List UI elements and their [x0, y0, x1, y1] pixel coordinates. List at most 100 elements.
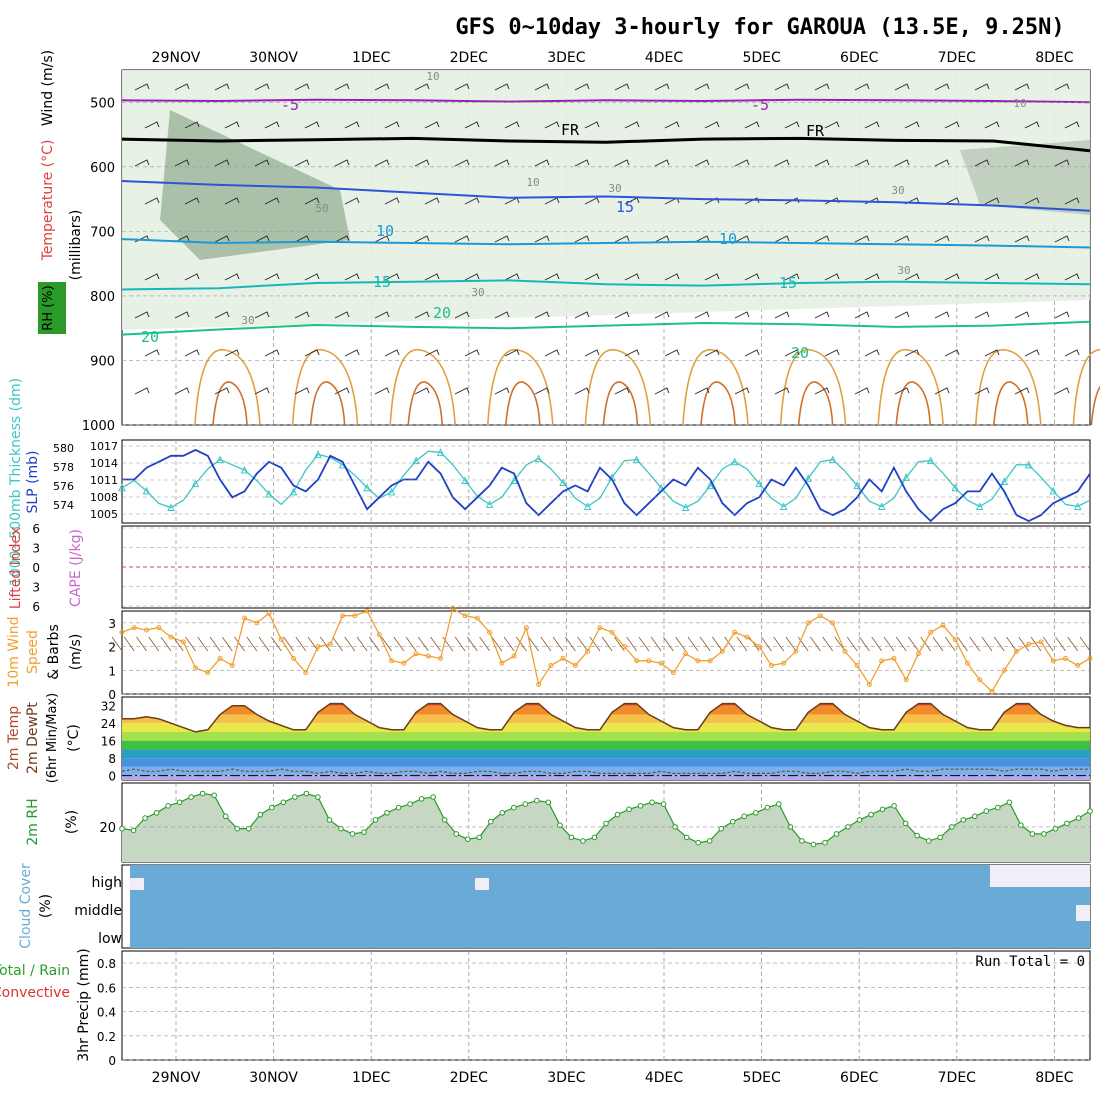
wind-barb [464, 197, 480, 205]
thickness-tick: 578 [53, 461, 74, 474]
wind-speed-point [768, 663, 774, 669]
li-tick: 6 [32, 522, 40, 536]
wind-barb-10m [761, 636, 772, 652]
axis-label-speed: Speed [25, 630, 41, 674]
rh-point [338, 825, 344, 832]
temp-contour-25 [584, 349, 652, 426]
wind-barb [224, 273, 240, 281]
axis-label-cloud: Cloud Cover [18, 863, 34, 949]
wind-barb [854, 83, 870, 91]
wind-barb [414, 159, 430, 167]
temp-band [122, 731, 1090, 741]
isotherm-label: 15 [779, 274, 797, 292]
thickness-point [1000, 477, 1009, 485]
precip-tick: 0.2 [97, 1030, 116, 1044]
wind-barb [1054, 387, 1070, 395]
wind-barb-10m [957, 636, 968, 652]
wind-barb-10m [368, 636, 380, 652]
axis-label-lifted-index: Lifted Index [8, 527, 24, 609]
rh-point [534, 797, 540, 804]
wind-barb-10m [283, 636, 294, 652]
rh-point [165, 803, 171, 809]
wind-barb [304, 121, 320, 129]
temp-contour-25 [194, 349, 261, 426]
wind-speed-point [193, 665, 199, 671]
wind-barb [294, 387, 310, 395]
wind-barb [464, 273, 480, 281]
wind-barb [984, 197, 1000, 205]
wind-speed-point [597, 625, 603, 631]
wind-barb [424, 349, 440, 357]
temp-contour-30 [700, 381, 736, 426]
rh-point [487, 818, 494, 825]
wind-speed-point [327, 641, 333, 647]
date-label-top: 4DEC [645, 50, 684, 66]
date-axis-top: 29NOV 30NOV 1DEC 2DEC 3DEC 4DEC 5DEC 6DEC 7DEC 8D… [152, 50, 1074, 66]
rh-legend-swatch [38, 282, 66, 334]
wind-barb [944, 273, 960, 281]
pressure-tick: 600 [90, 161, 115, 176]
pressure-tick: 900 [90, 354, 115, 369]
date-label-bottom: 7DEC [938, 1070, 977, 1086]
wind-barb [824, 349, 840, 357]
isotherm-label: 10 [719, 230, 737, 248]
wind-barb [214, 83, 230, 91]
wind-barb [814, 159, 830, 167]
temp-contour-25 [877, 349, 944, 426]
rh-point [453, 831, 459, 837]
wind-barb-10m [895, 636, 907, 652]
wind-barb [174, 83, 190, 91]
rh-point [637, 803, 644, 809]
wind-barb [894, 83, 910, 91]
rh-label: 10 [1013, 97, 1026, 110]
cloud-level-label: middle [74, 903, 122, 919]
wind-barb-10m [552, 636, 564, 652]
wind-barb [1014, 83, 1030, 91]
wind-speed-point [254, 620, 260, 626]
wind-barb-10m [454, 636, 466, 652]
axis-label-wind10m: 10m Wind [6, 616, 22, 687]
wind-barb [304, 273, 320, 281]
axis-label-temp-units: (°C) [66, 724, 82, 752]
thickness-point [387, 487, 396, 496]
axis-label-temp: 2m Temp [6, 706, 22, 770]
wind-barb [254, 235, 270, 243]
wind-barb [744, 121, 760, 129]
rh-point [257, 811, 264, 818]
wind-speed-point [119, 629, 125, 635]
wind-barb [214, 235, 230, 243]
wind-barb [344, 273, 360, 281]
thickness-point [1049, 486, 1058, 495]
rh-point [1006, 799, 1013, 806]
wind-barb [704, 121, 720, 129]
precip-tick: 0.8 [97, 957, 116, 971]
wind-barb [784, 121, 800, 129]
wind-speed-point [732, 629, 738, 635]
rh-point [1052, 825, 1059, 832]
wind-barb [624, 349, 640, 357]
temp-contour-25 [682, 349, 749, 426]
wind-speed-point [928, 629, 934, 635]
wind-barb [774, 235, 790, 243]
wind-barb [494, 159, 510, 167]
temp-tick: 16 [101, 735, 116, 749]
rh-point [142, 815, 148, 821]
date-label-top: 2DEC [450, 50, 489, 66]
wind-barb [694, 387, 710, 395]
thickness-point [216, 455, 224, 464]
wind-tick: 1 [108, 664, 116, 678]
wind-barb [504, 121, 520, 129]
rh-point [960, 817, 967, 823]
isotherm-label: FR [806, 122, 825, 140]
wind-barb [1064, 121, 1080, 129]
thickness-point [583, 502, 592, 510]
wind-barb [374, 387, 390, 395]
slp-tick: 1014 [90, 457, 118, 470]
wind-barb-10m [307, 636, 319, 652]
slp-line [122, 448, 1091, 523]
wind-barb [904, 273, 920, 281]
wind-speed-point [830, 620, 836, 626]
rh-point [971, 813, 978, 820]
thickness-point [975, 502, 984, 510]
wind-barb [464, 349, 480, 357]
